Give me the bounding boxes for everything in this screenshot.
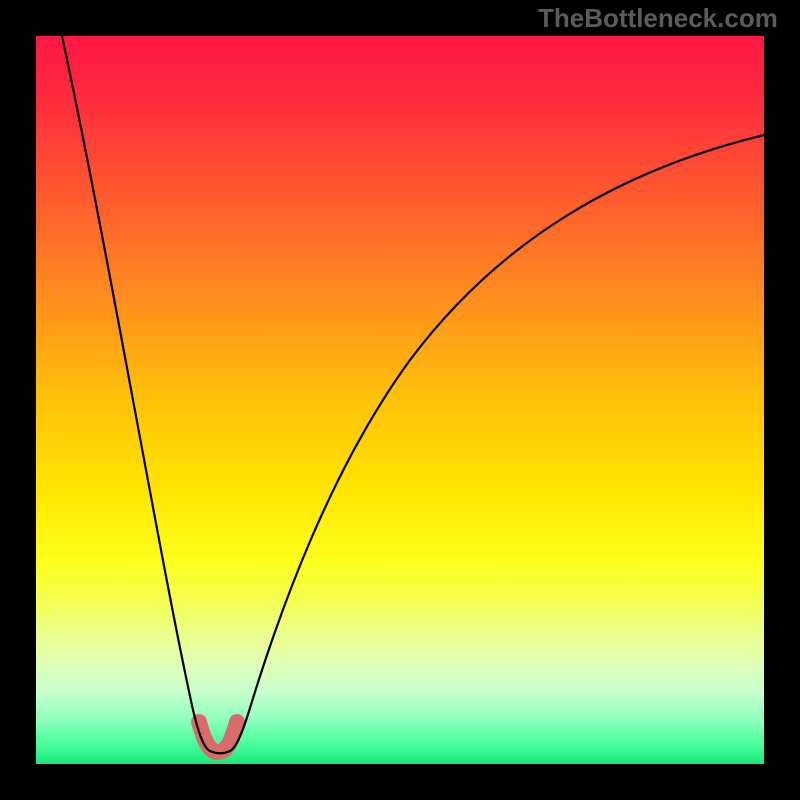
bottleneck-curve-chart bbox=[0, 0, 800, 800]
watermark-text: TheBottleneck.com bbox=[538, 3, 778, 34]
plot-gradient-background bbox=[36, 36, 764, 764]
